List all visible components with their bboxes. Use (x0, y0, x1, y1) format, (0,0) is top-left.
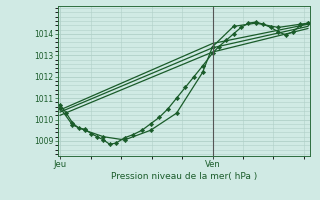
X-axis label: Pression niveau de la mer( hPa ): Pression niveau de la mer( hPa ) (111, 172, 257, 181)
